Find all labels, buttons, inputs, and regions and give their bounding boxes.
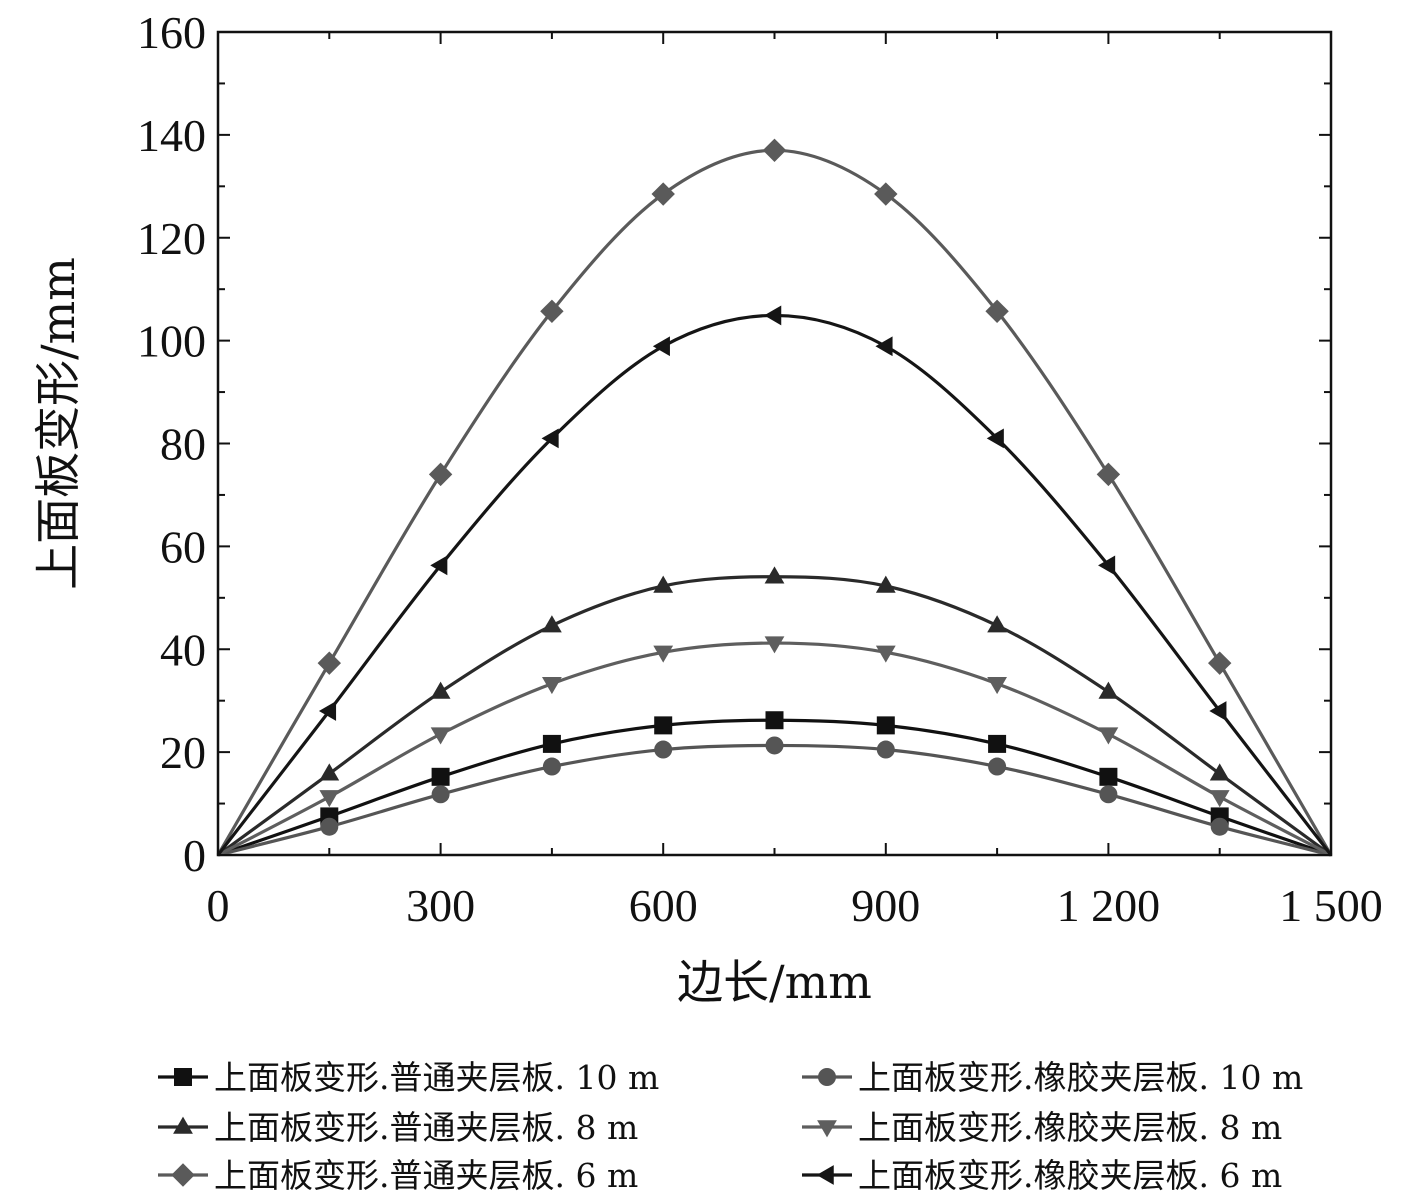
y-tick-label: 20 bbox=[160, 727, 206, 778]
data-point bbox=[651, 182, 675, 206]
data-point bbox=[876, 740, 895, 759]
data-point bbox=[1098, 727, 1119, 745]
x-tick-label: 0 bbox=[207, 880, 230, 931]
series-5 bbox=[216, 138, 1333, 856]
data-point bbox=[1099, 785, 1118, 804]
data-point bbox=[654, 716, 673, 735]
legend-marker bbox=[174, 1068, 192, 1086]
data-point bbox=[541, 428, 559, 449]
legend-item: 上面板变形.橡胶夹层板. 6 m bbox=[802, 1156, 1282, 1195]
data-point bbox=[653, 645, 674, 663]
data-point bbox=[1096, 462, 1121, 487]
series-1 bbox=[217, 711, 1332, 857]
series-layer bbox=[216, 138, 1333, 857]
y-tick-label: 100 bbox=[137, 316, 206, 367]
series-4 bbox=[217, 636, 1332, 857]
legend-marker bbox=[817, 1120, 837, 1138]
data-point bbox=[988, 757, 1007, 776]
data-point bbox=[1098, 555, 1116, 576]
data-point bbox=[876, 716, 895, 735]
data-point bbox=[431, 767, 450, 786]
y-tick-label: 120 bbox=[137, 213, 206, 264]
series-6 bbox=[216, 305, 1333, 856]
y-tick-label: 60 bbox=[160, 521, 206, 572]
data-point bbox=[1209, 790, 1230, 808]
series-line bbox=[216, 313, 1333, 856]
data-point bbox=[764, 566, 785, 584]
data-point bbox=[542, 734, 561, 753]
series-3 bbox=[217, 566, 1332, 857]
legend-label: 上面板变形.橡胶夹层板. 10 m bbox=[858, 1058, 1303, 1097]
legend-item: 上面板变形.普通夹层板. 6 m bbox=[158, 1156, 638, 1195]
data-point bbox=[1209, 701, 1227, 721]
data-point bbox=[765, 736, 784, 755]
data-point bbox=[318, 701, 337, 721]
data-point bbox=[988, 734, 1007, 753]
data-point bbox=[317, 651, 341, 675]
x-tick-label: 300 bbox=[406, 880, 475, 931]
y-tick-label: 0 bbox=[183, 830, 206, 881]
data-point bbox=[986, 428, 1004, 449]
y-tick-label: 80 bbox=[160, 419, 206, 470]
legend-label: 上面板变形.普通夹层板. 8 m bbox=[214, 1108, 638, 1147]
data-point bbox=[987, 615, 1007, 633]
legend-label: 上面板变形.普通夹层板. 6 m bbox=[214, 1156, 638, 1195]
legend-marker bbox=[818, 1068, 836, 1086]
x-axis-title: 边长/mm bbox=[677, 955, 872, 1009]
data-point bbox=[874, 182, 898, 206]
data-point bbox=[875, 336, 893, 357]
data-point bbox=[428, 462, 453, 487]
data-point bbox=[1208, 651, 1232, 675]
x-tick-label: 900 bbox=[851, 880, 920, 931]
x-tick-label: 1 500 bbox=[1279, 880, 1383, 931]
legend-label: 上面板变形.橡胶夹层板. 6 m bbox=[858, 1156, 1282, 1195]
data-point bbox=[1099, 767, 1118, 786]
data-point bbox=[540, 299, 564, 324]
series-2 bbox=[217, 736, 1332, 857]
data-point bbox=[987, 676, 1007, 695]
legend: 上面板变形.普通夹层板. 10 m 上面板变形.橡胶夹层板. 10 m 上面板变形.… bbox=[158, 1058, 1303, 1195]
data-point bbox=[654, 740, 673, 759]
data-point bbox=[319, 790, 340, 808]
data-point bbox=[653, 575, 674, 593]
x-tick-label: 1 200 bbox=[1057, 880, 1161, 931]
data-point bbox=[542, 615, 562, 633]
legend-marker bbox=[173, 1116, 193, 1134]
data-point bbox=[875, 575, 896, 593]
y-tick-label: 140 bbox=[137, 110, 206, 161]
legend-item: 上面板变形.橡胶夹层板. 8 m bbox=[802, 1108, 1282, 1147]
legend-item: 上面板变形.橡胶夹层板. 10 m bbox=[802, 1058, 1303, 1097]
data-point bbox=[762, 138, 787, 163]
data-point bbox=[320, 817, 339, 836]
series-line bbox=[217, 743, 1332, 857]
ticks-layer: 0 300 600 900 1 200 1 500 0 20 40 60 80 100 120 140 16… bbox=[137, 7, 1383, 931]
data-point bbox=[1098, 681, 1119, 699]
data-point bbox=[430, 681, 451, 699]
x-tick-label: 600 bbox=[629, 880, 698, 931]
data-point bbox=[430, 727, 451, 745]
legend-item: 上面板变形.普通夹层板. 10 m bbox=[158, 1058, 659, 1097]
legend-item: 上面板变形.普通夹层板. 8 m bbox=[158, 1108, 638, 1147]
data-point bbox=[430, 555, 448, 576]
data-point bbox=[1210, 817, 1229, 836]
legend-label: 上面板变形.普通夹层板. 10 m bbox=[214, 1058, 659, 1097]
data-point bbox=[319, 763, 340, 781]
data-point bbox=[875, 645, 896, 663]
data-point bbox=[542, 757, 561, 776]
data-point bbox=[764, 305, 782, 326]
data-point bbox=[542, 676, 562, 695]
data-point bbox=[985, 299, 1009, 324]
data-point bbox=[431, 785, 450, 804]
legend-marker bbox=[816, 1165, 834, 1185]
data-point bbox=[1209, 763, 1230, 781]
y-axis-title: 上面板变形/mm bbox=[31, 257, 85, 590]
y-tick-label: 40 bbox=[160, 624, 206, 675]
data-point bbox=[764, 636, 785, 654]
legend-label: 上面板变形.橡胶夹层板. 8 m bbox=[858, 1108, 1282, 1147]
data-point bbox=[652, 336, 670, 357]
legend-marker bbox=[171, 1163, 195, 1187]
y-tick-label: 160 bbox=[137, 7, 206, 58]
data-point bbox=[765, 711, 784, 730]
